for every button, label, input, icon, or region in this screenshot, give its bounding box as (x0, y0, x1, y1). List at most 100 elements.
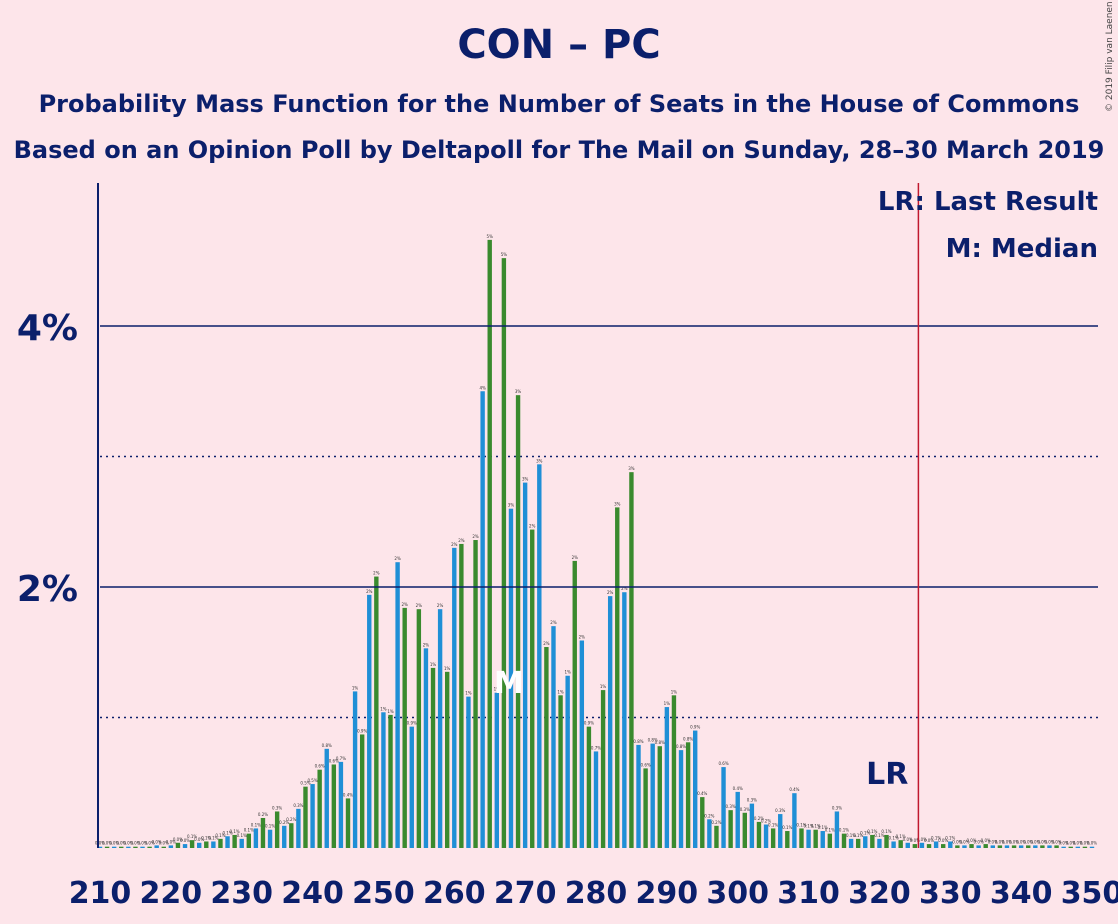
bar-seat-343 (1040, 845, 1045, 848)
bar-seat-277 (572, 560, 577, 848)
bar-seat-308 (792, 793, 797, 848)
bar-seat-274 (551, 626, 556, 848)
bar-seat-214 (126, 846, 131, 848)
bar-seat-340 (1018, 845, 1024, 848)
bar-seat-235 (274, 811, 280, 848)
bar-seat-332 (962, 845, 967, 848)
bar-value-label: 0.2% (711, 820, 721, 825)
bar-seat-254 (409, 726, 414, 848)
bar-seat-322 (891, 841, 896, 848)
bar-value-label: 0.1% (796, 822, 806, 827)
bar-seat-213 (119, 846, 124, 848)
bar-value-label: 0.2% (286, 817, 296, 822)
bar-seat-270 (522, 482, 528, 848)
y-tick-label: 2% (17, 569, 78, 610)
bar-seat-310 (806, 829, 811, 848)
bar-value-label: 0.1% (811, 824, 821, 829)
bar-seat-344 (1047, 845, 1052, 848)
bar-value-label: 0.1% (201, 835, 211, 840)
bar-value-label: 0.1% (825, 828, 835, 833)
bar-value-label: 0.0% (123, 841, 133, 846)
bar-seat-289 (657, 746, 662, 848)
bar-seat-350 (1089, 846, 1095, 848)
bar-seat-233 (260, 817, 266, 848)
bar-seat-334 (976, 845, 981, 848)
bar-value-label: 0.1% (881, 829, 891, 834)
bar-seat-286 (636, 744, 641, 848)
bar-seat-269 (515, 395, 521, 848)
bar-value-label: 0.5% (300, 781, 310, 786)
bar-seat-240 (310, 784, 315, 848)
bar-value-label: 0.7% (591, 745, 601, 750)
bar-seat-297 (714, 825, 719, 848)
bar-seat-212 (111, 846, 117, 848)
bar-seat-339 (1011, 845, 1017, 848)
bar-seat-226 (211, 841, 216, 848)
bar-value-label: 0.3% (832, 805, 842, 810)
bar-value-label: 0.0% (145, 841, 155, 846)
bar-seat-222 (182, 844, 188, 848)
bar-seat-347 (1068, 846, 1073, 848)
bar-seat-285 (629, 472, 634, 848)
bar-value-label: 0.8% (683, 736, 693, 741)
bar-seat-333 (969, 844, 974, 848)
bar-value-label: 2% (529, 524, 536, 529)
bar-seat-275 (558, 695, 563, 848)
bar-seat-242 (324, 748, 329, 848)
bar-value-label: 0.3% (747, 798, 757, 803)
x-tick-label: 290 (636, 876, 699, 911)
bar-seat-312 (820, 831, 825, 848)
bar-seat-291 (671, 695, 677, 848)
bar-seat-298 (721, 767, 726, 848)
bar-seat-302 (749, 803, 755, 848)
bar-seat-323 (898, 840, 903, 848)
x-tick-label: 330 (919, 876, 982, 911)
bar-seat-342 (1033, 845, 1038, 848)
bar-seat-267 (501, 258, 507, 848)
bar-seat-320 (877, 838, 882, 848)
bar-seat-337 (997, 845, 1003, 848)
bar-seat-311 (813, 829, 818, 848)
bar-value-label: 1% (444, 666, 451, 671)
x-tick-label: 280 (565, 876, 628, 911)
bar-value-label: 0.0% (95, 841, 105, 846)
bar-seat-316 (848, 838, 854, 848)
bar-seat-292 (678, 750, 684, 848)
bar-value-label: 5% (487, 234, 494, 239)
bar-seat-336 (990, 845, 995, 848)
bar-seat-256 (423, 648, 429, 848)
bar-value-label: 3% (536, 458, 543, 463)
bar-value-label: 1% (352, 685, 359, 690)
bar-seat-264 (480, 391, 485, 848)
bar-seat-307 (785, 831, 790, 848)
bar-seat-309 (799, 828, 804, 848)
bar-seat-279 (586, 726, 592, 848)
bar-value-label: 0.2% (279, 820, 289, 825)
bar-seat-329 (941, 844, 946, 848)
bar-seat-335 (983, 844, 988, 848)
bar-seat-306 (778, 814, 783, 848)
bar-value-label: 0.1% (208, 835, 218, 840)
bar-seat-259 (445, 671, 450, 848)
bar-value-label: 0.0% (173, 837, 183, 842)
bar-value-label: 0.0% (910, 838, 920, 843)
bar-value-label: 0.0% (1080, 841, 1090, 846)
bar-value-label: 0.0% (981, 838, 991, 843)
bar-seat-227 (218, 838, 223, 848)
bar-value-label: 0.0% (152, 839, 162, 844)
bar-value-label: 0.0% (102, 841, 112, 846)
bar-seat-257 (430, 667, 436, 848)
bar-seat-252 (395, 562, 400, 848)
bar-seat-217 (147, 846, 152, 848)
bar-value-label: 1% (664, 701, 671, 706)
bar-seat-237 (289, 823, 294, 848)
legend-median: M: Median (946, 234, 1098, 264)
bar-seat-288 (650, 743, 655, 848)
bar-value-label: 0.1% (768, 822, 778, 827)
bar-seat-326 (919, 842, 925, 848)
legend-last-result: LR: Last Result (878, 187, 1098, 217)
bar-value-label: 0.0% (1051, 839, 1061, 844)
bar-seat-273 (544, 647, 549, 848)
bar-seat-327 (926, 844, 932, 848)
bar-value-label: 1% (465, 691, 472, 696)
